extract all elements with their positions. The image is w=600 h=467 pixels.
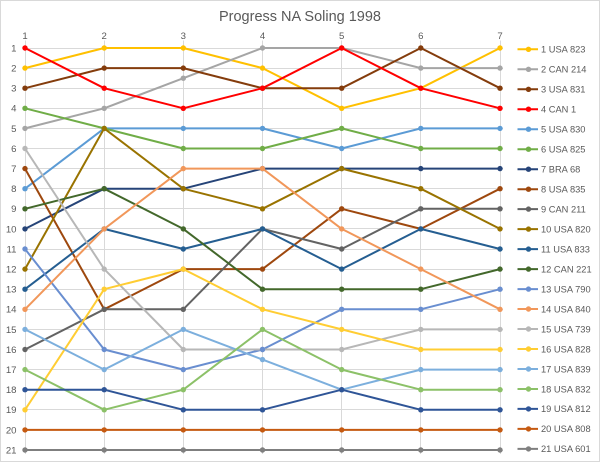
svg-text:5: 5 bbox=[11, 124, 16, 135]
svg-text:8: 8 bbox=[11, 184, 16, 195]
svg-text:19: 19 bbox=[6, 405, 17, 416]
svg-text:3: 3 bbox=[11, 84, 16, 95]
svg-text:12 CAN 221: 12 CAN 221 bbox=[541, 264, 592, 274]
svg-text:6: 6 bbox=[418, 31, 423, 42]
svg-text:12: 12 bbox=[6, 265, 17, 276]
svg-text:11 USA 833: 11 USA 833 bbox=[541, 244, 590, 254]
svg-text:5: 5 bbox=[339, 31, 344, 42]
svg-text:2 CAN 214: 2 CAN 214 bbox=[541, 65, 586, 75]
svg-text:1: 1 bbox=[11, 43, 16, 54]
svg-text:18: 18 bbox=[6, 385, 17, 396]
svg-text:2: 2 bbox=[102, 31, 107, 42]
svg-text:4: 4 bbox=[260, 31, 266, 42]
svg-text:5 USA 830: 5 USA 830 bbox=[541, 125, 585, 135]
svg-text:14: 14 bbox=[6, 305, 17, 316]
svg-text:9 CAN 211: 9 CAN 211 bbox=[541, 204, 586, 214]
svg-text:19 USA 812: 19 USA 812 bbox=[541, 404, 591, 414]
svg-text:16 USA 828: 16 USA 828 bbox=[541, 344, 591, 354]
svg-text:1: 1 bbox=[22, 31, 27, 42]
svg-text:14 USA 840: 14 USA 840 bbox=[541, 304, 591, 314]
svg-text:21: 21 bbox=[6, 445, 17, 456]
svg-text:7: 7 bbox=[11, 164, 16, 175]
svg-text:2: 2 bbox=[11, 64, 16, 75]
svg-text:Progress NA Soling 1998: Progress NA Soling 1998 bbox=[219, 9, 381, 25]
svg-text:20: 20 bbox=[6, 425, 17, 436]
svg-text:13 USA 790: 13 USA 790 bbox=[541, 284, 591, 294]
svg-text:9: 9 bbox=[11, 204, 16, 215]
svg-text:16: 16 bbox=[6, 345, 17, 356]
svg-text:7: 7 bbox=[497, 31, 502, 42]
svg-text:18 USA 832: 18 USA 832 bbox=[541, 384, 591, 394]
svg-text:11: 11 bbox=[7, 244, 17, 255]
svg-text:8 USA 835: 8 USA 835 bbox=[541, 185, 585, 195]
svg-text:4 CAN 1: 4 CAN 1 bbox=[541, 105, 576, 115]
svg-text:17 USA 839: 17 USA 839 bbox=[541, 364, 591, 374]
svg-text:17: 17 bbox=[6, 365, 17, 376]
svg-text:15 USA 739: 15 USA 739 bbox=[541, 324, 591, 334]
svg-text:13: 13 bbox=[6, 285, 17, 296]
svg-text:21 USA 601: 21 USA 601 bbox=[541, 444, 591, 454]
svg-text:3: 3 bbox=[181, 31, 186, 42]
svg-text:15: 15 bbox=[6, 325, 17, 336]
svg-text:20 USA 808: 20 USA 808 bbox=[541, 424, 591, 434]
svg-text:10 USA 820: 10 USA 820 bbox=[541, 224, 591, 234]
svg-text:7 BRA 68: 7 BRA 68 bbox=[541, 165, 580, 175]
svg-text:6 USA 825: 6 USA 825 bbox=[541, 145, 585, 155]
svg-text:4: 4 bbox=[11, 104, 17, 115]
svg-text:6: 6 bbox=[11, 144, 16, 155]
svg-text:10: 10 bbox=[6, 224, 17, 235]
svg-text:1 USA 823: 1 USA 823 bbox=[541, 45, 585, 55]
svg-text:3 USA 831: 3 USA 831 bbox=[541, 85, 585, 95]
